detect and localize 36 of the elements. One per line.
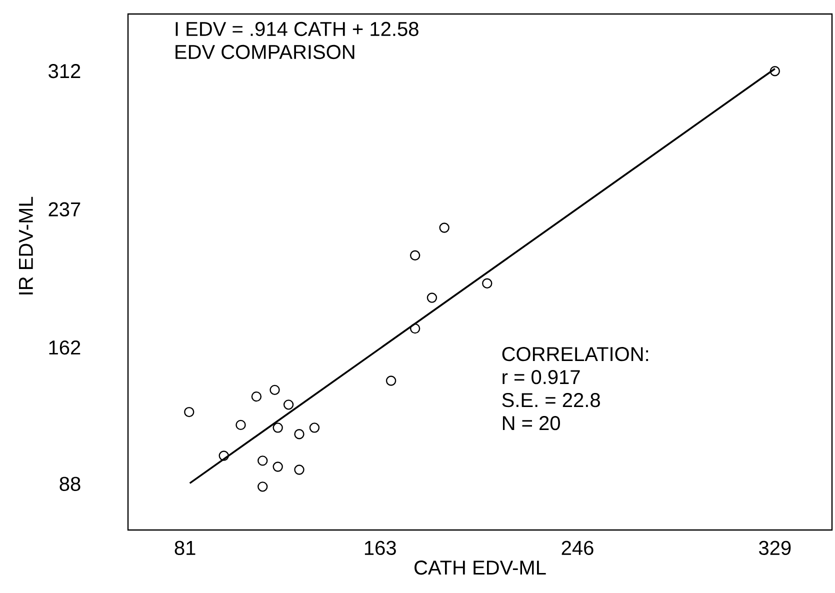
point [482,278,492,289]
point [426,292,438,303]
y-tick-label: 88 [60,476,80,491]
point [258,482,268,492]
x-tick-label: 163 [364,540,396,556]
x-axis-title: CATH EDV-ML [414,560,546,575]
annotation: CORRELATION: [502,347,648,362]
point [410,250,420,260]
y-axis-title: IR EDV-ML [19,196,33,294]
point [386,376,396,386]
point [272,422,283,433]
annotation: S.E. = 22.8 [502,393,600,408]
point [309,422,320,433]
point [218,450,229,461]
y-tick-label: 237 [48,202,80,216]
point [283,400,294,410]
chart-title: I EDV = .914 CATH + 12.58 [176,22,418,36]
y-tick-label: 312 [48,64,80,78]
point [770,66,780,76]
point [294,429,304,440]
point [439,222,450,233]
x-tick-label: 246 [562,540,594,556]
annotation: N = 20 [502,416,560,430]
point [272,462,283,472]
x-tick-label: 329 [759,540,791,556]
point [410,323,420,334]
point [258,456,268,466]
text: EDV COMPARISON [176,44,354,60]
point [184,406,194,418]
y-tick-label: 162 [49,340,80,355]
point [251,391,262,402]
point [294,464,304,475]
x-tick-label: 81 [174,540,196,556]
point [236,420,246,430]
annotation: r = 0.917 [502,370,580,384]
point [270,384,280,396]
